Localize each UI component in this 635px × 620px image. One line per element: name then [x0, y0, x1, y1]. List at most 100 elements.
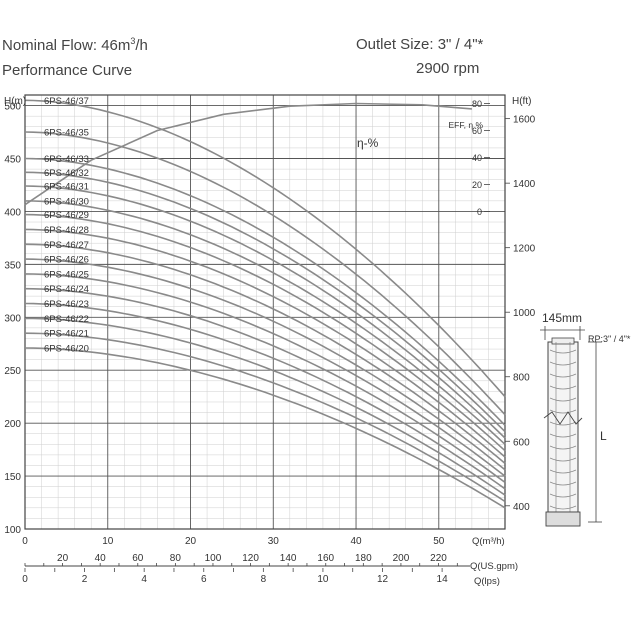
right-axis-title: H(ft) — [512, 96, 531, 107]
left-tick-label: 100 — [4, 525, 21, 536]
pump-break-mark — [543, 411, 583, 425]
x-lps-tick-label: 8 — [261, 574, 267, 585]
pump-stage-band — [549, 505, 577, 510]
head-curve-6PS-46/31 — [24, 185, 506, 439]
x-m3h-tick-label: 50 — [433, 536, 445, 547]
series-label: 6PS-46/29 — [44, 210, 89, 221]
pump-rp-label: RP:3" / 4"* — [588, 334, 631, 344]
right-tick-label: 600 — [513, 437, 530, 448]
x-lps-tick-label: 6 — [201, 574, 207, 585]
left-tick-label: 450 — [4, 155, 21, 166]
performance-curve-subtitle: Performance Curve — [2, 62, 133, 79]
series-label: 6PS-46/25 — [44, 269, 89, 280]
series-label: 6PS-46/24 — [44, 284, 89, 295]
pump-stage-band — [549, 373, 577, 378]
axes: H(m)100150200250300350400450500H(ft)4006… — [4, 96, 536, 587]
left-tick-label: 500 — [4, 102, 21, 113]
pump-stages — [549, 349, 577, 510]
rpm-label: 2900 rpm — [416, 60, 480, 77]
pump-stage-band — [549, 469, 577, 474]
x-m3h-tick-label: 40 — [350, 536, 362, 547]
x-gpm-tick-label: 20 — [57, 553, 69, 564]
major-grid — [25, 95, 505, 529]
nominal-flow-unit: /h — [135, 37, 148, 54]
x-gpm-tick-label: 200 — [393, 553, 410, 564]
head-curve-6PS-46/30 — [24, 200, 506, 445]
pump-outlet-head — [551, 337, 575, 345]
pump-stage-band — [549, 361, 577, 366]
pump-stage-band — [549, 481, 577, 486]
nominal-flow-label: Nominal Flow: 46m — [2, 37, 131, 54]
x-lps-axis-title: Q(lps) — [474, 576, 500, 587]
series-label: 6PS-46/22 — [44, 314, 89, 325]
right-tick-label: 800 — [513, 373, 530, 384]
head-curve-6PS-46/33 — [24, 157, 506, 426]
minor-grid — [25, 95, 505, 529]
head-curve-6PS-46/29 — [24, 213, 506, 452]
head-curve-6PS-46/27 — [24, 243, 506, 465]
series-label: 6PS-46/28 — [44, 225, 89, 236]
x-gpm-tick-label: 120 — [242, 553, 259, 564]
flow-unit-superscript: 3 — [130, 36, 136, 46]
series-label: 6PS-46/26 — [44, 255, 89, 266]
pump-width-label: 145mm — [542, 311, 582, 325]
pump-body — [547, 341, 579, 513]
head-curve-6PS-46/28 — [24, 228, 506, 458]
eff-tick-label: 40 — [472, 153, 482, 163]
x-m3h-tick-label: 0 — [22, 536, 28, 547]
head-curve-6PS-46/24 — [24, 287, 506, 484]
series-label: 6PS-46/30 — [44, 196, 89, 207]
head-curve-6PS-46/37 — [24, 99, 506, 398]
x-m3h-tick-label: 10 — [102, 536, 114, 547]
efficiency-curve-label: η-% — [357, 136, 379, 150]
left-tick-label: 250 — [4, 366, 21, 377]
eff-tick-label: 0 — [477, 207, 482, 217]
x-gpm-tick-label: 40 — [95, 553, 107, 564]
eff-axis-title: EFF, η % — [449, 120, 484, 130]
left-tick-label: 150 — [4, 472, 21, 483]
right-tick-label: 1600 — [513, 115, 536, 126]
head-curve-6PS-46/25 — [24, 273, 506, 477]
chart-title: Nominal Flow: 46m3/h — [2, 36, 148, 54]
series-label: 6PS-46/31 — [44, 182, 89, 193]
eff-tick-label: 20 — [472, 180, 482, 190]
head-curve-6PS-46/22 — [25, 317, 506, 496]
pump-stage-band — [549, 421, 577, 426]
left-tick-label: 350 — [4, 260, 21, 271]
series-label: 6PS-46/21 — [44, 329, 89, 340]
pump-drawing: 145mm RP:3" / 4"* L — [540, 311, 631, 527]
left-tick-label: 400 — [4, 207, 21, 218]
pump-stage-band — [549, 445, 577, 450]
x-gpm-tick-label: 60 — [132, 553, 144, 564]
x-m3h-axis-title: Q(m³/h) — [472, 536, 505, 547]
series-label: 6PS-46/37 — [44, 96, 89, 107]
pump-motor-base — [545, 511, 581, 527]
x-lps-tick-label: 0 — [22, 574, 28, 585]
x-lps-tick-label: 4 — [141, 574, 147, 585]
series-labels: 6PS-46/37 6PS-46/35 6PS-46/33 6PS-46/32 6PS-… — [44, 96, 89, 355]
series-label: 6PS-46/33 — [44, 154, 89, 165]
head-curves — [24, 99, 506, 509]
pump-stage-band — [549, 433, 577, 438]
pump-stage-band — [549, 493, 577, 498]
head-curve-6PS-46/20 — [24, 347, 506, 509]
x-lps-tick-label: 12 — [377, 574, 389, 585]
series-label: 6PS-46/32 — [44, 168, 89, 179]
x-gpm-tick-label: 80 — [170, 553, 182, 564]
x-lps-tick-label: 14 — [437, 574, 449, 585]
x-gpm-tick-label: 180 — [355, 553, 372, 564]
eff-tick-label: 80 — [472, 99, 482, 109]
x-gpm-tick-label: 220 — [430, 553, 447, 564]
series-label: 6PS-46/35 — [44, 128, 89, 139]
efficiency-curve-group: η-% — [24, 102, 472, 206]
series-label: 6PS-46/23 — [44, 299, 89, 310]
left-tick-label: 200 — [4, 419, 21, 430]
outlet-size-label: Outlet Size: 3" / 4"* — [356, 36, 484, 53]
x-gpm-tick-label: 140 — [280, 553, 297, 564]
left-tick-label: 300 — [4, 313, 21, 324]
head-curve-6PS-46/23 — [24, 302, 506, 490]
pump-stage-band — [549, 385, 577, 390]
head-curve-6PS-46/35 — [24, 131, 506, 416]
right-tick-label: 1400 — [513, 179, 536, 190]
right-tick-label: 400 — [513, 502, 530, 513]
